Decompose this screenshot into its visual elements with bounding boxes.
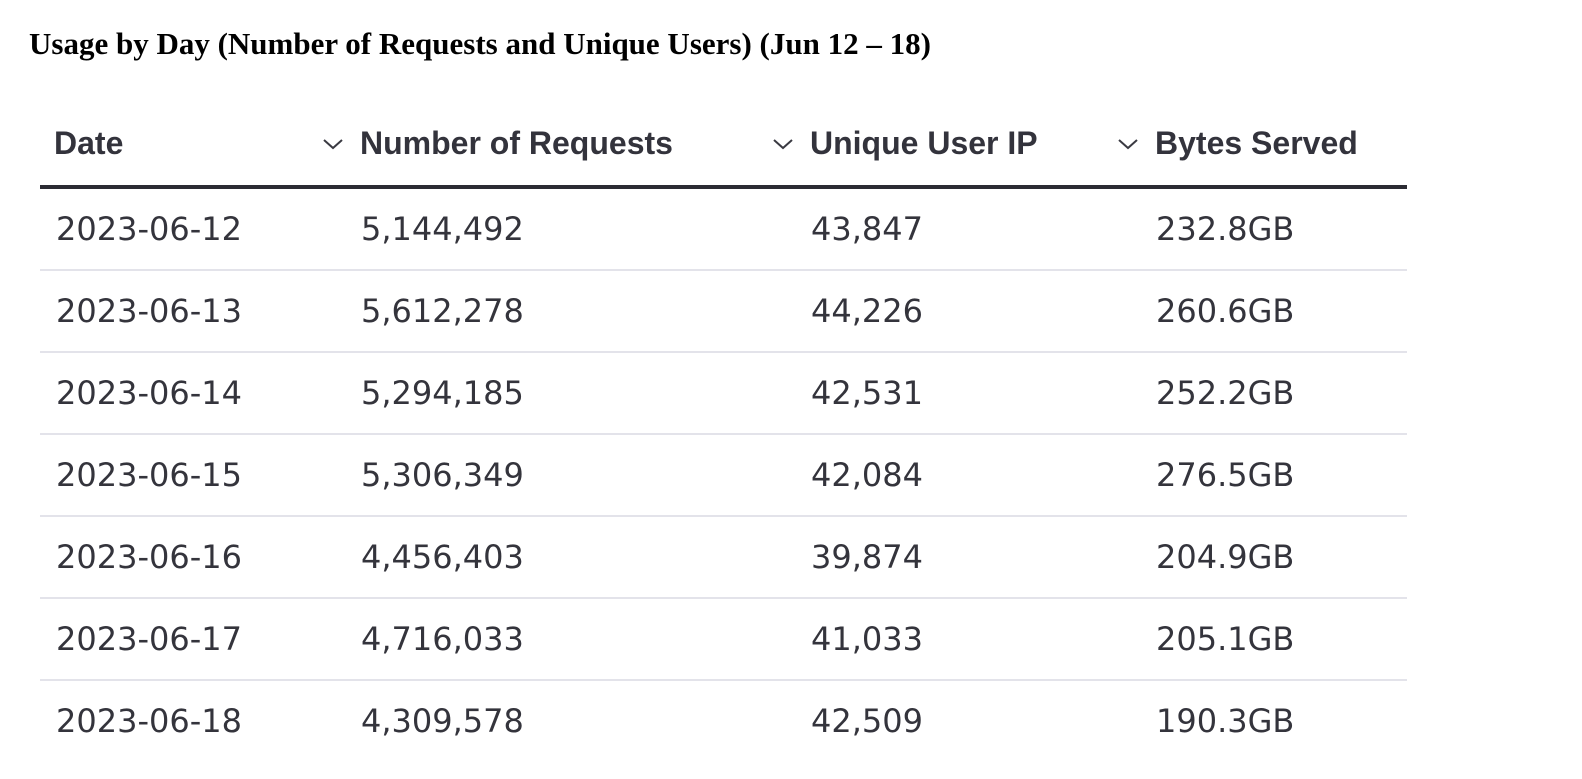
table-row: 2023-06-15 5,306,349 42,084 276.5GB bbox=[40, 434, 1407, 517]
cell-number-of-requests: 4,456,403 bbox=[359, 516, 810, 599]
table-row: 2023-06-16 4,456,403 39,874 204.9GB bbox=[40, 516, 1407, 599]
cell-date: 2023-06-14 bbox=[40, 352, 360, 435]
table-row: 2023-06-17 4,716,033 41,033 205.1GB bbox=[40, 598, 1407, 681]
cell-unique-user-ip: 39,874 bbox=[809, 516, 1155, 599]
cell-date: 2023-06-12 bbox=[40, 187, 360, 271]
cell-date: 2023-06-16 bbox=[40, 516, 360, 599]
cell-unique-user-ip: 42,509 bbox=[809, 680, 1155, 761]
cell-bytes-served: 276.5GB bbox=[1154, 434, 1407, 517]
table-row: 2023-06-18 4,309,578 42,509 190.3GB bbox=[40, 680, 1407, 761]
table-row: 2023-06-14 5,294,185 42,531 252.2GB bbox=[40, 352, 1407, 435]
column-label-date: Date bbox=[54, 125, 124, 161]
cell-date: 2023-06-18 bbox=[56, 702, 242, 740]
table-header: Date Number of Requests Unique User IP bbox=[40, 102, 1407, 189]
chevron-down-icon[interactable] bbox=[768, 129, 798, 159]
column-header-number-of-requests[interactable]: Number of Requests bbox=[360, 102, 810, 189]
column-label-bytes-served: Bytes Served bbox=[1155, 125, 1358, 161]
cell-unique-user-ip: 41,033 bbox=[809, 598, 1155, 681]
page-title: Usage by Day (Number of Requests and Uni… bbox=[29, 26, 931, 61]
table-row: 2023-06-13 5,612,278 44,226 260.6GB bbox=[40, 270, 1407, 353]
table-row: 2023-06-12 5,144,492 43,847 232.8GB bbox=[40, 187, 1407, 271]
column-label-number-of-requests: Number of Requests bbox=[360, 125, 673, 161]
cell-unique-user-ip: 44,226 bbox=[809, 270, 1155, 353]
cell-number-of-requests: 5,612,278 bbox=[359, 270, 810, 353]
cell-date: 2023-06-13 bbox=[40, 270, 360, 353]
cell-bytes-served: 252.2GB bbox=[1154, 352, 1407, 435]
table-body: 2023-06-12 5,144,492 43,847 232.8GB 2023… bbox=[40, 187, 1407, 761]
cell-bytes-served: 260.6GB bbox=[1154, 270, 1407, 353]
cell-bytes-served: 204.9GB bbox=[1154, 516, 1407, 599]
cell-number-of-requests: 5,306,349 bbox=[359, 434, 810, 517]
cell-date: 2023-06-15 bbox=[40, 434, 360, 517]
usage-table: Date Number of Requests Unique User IP bbox=[40, 102, 1407, 761]
cell-number-of-requests: 5,294,185 bbox=[359, 352, 810, 435]
cell-unique-user-ip: 43,847 bbox=[809, 187, 1155, 271]
column-label-unique-user-ip: Unique User IP bbox=[810, 125, 1038, 161]
cell-bytes-served: 190.3GB bbox=[1154, 680, 1407, 761]
chevron-down-icon[interactable] bbox=[318, 129, 348, 159]
column-header-unique-user-ip[interactable]: Unique User IP bbox=[810, 102, 1155, 189]
cell-bytes-served: 205.1GB bbox=[1154, 598, 1407, 681]
column-header-bytes-served[interactable]: Bytes Served bbox=[1155, 102, 1407, 189]
cell-date: 2023-06-17 bbox=[40, 598, 360, 681]
column-header-date[interactable]: Date bbox=[40, 102, 360, 189]
header-row: Date Number of Requests Unique User IP bbox=[40, 102, 1407, 189]
cell-number-of-requests: 4,309,578 bbox=[359, 680, 810, 761]
cell-unique-user-ip: 42,084 bbox=[809, 434, 1155, 517]
cell-number-of-requests: 4,716,033 bbox=[359, 598, 810, 681]
chevron-down-icon[interactable] bbox=[1113, 129, 1143, 159]
cell-unique-user-ip: 42,531 bbox=[809, 352, 1155, 435]
cell-number-of-requests: 5,144,492 bbox=[359, 187, 810, 271]
cell-bytes-served: 232.8GB bbox=[1154, 187, 1407, 271]
